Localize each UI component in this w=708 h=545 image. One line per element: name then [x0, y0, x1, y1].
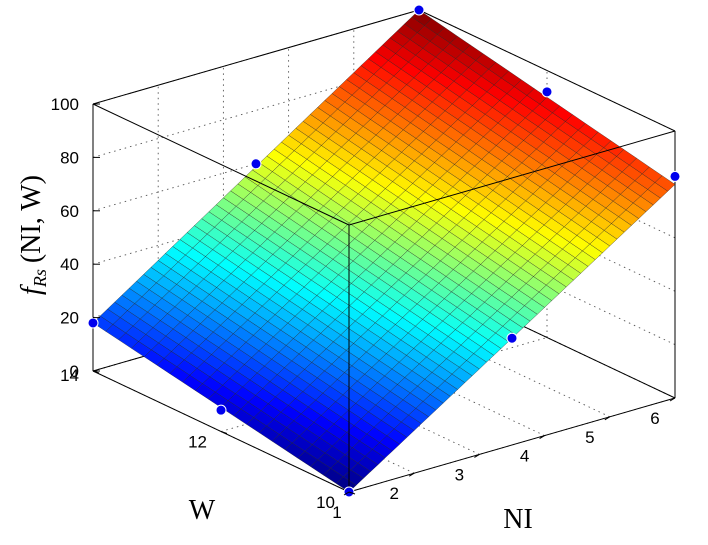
y-tick-mark	[348, 491, 356, 495]
z-axis-label-subscript: Rs	[30, 269, 50, 288]
x-tick-mark	[343, 491, 350, 496]
y-tick-label: 14	[60, 366, 79, 385]
y-tick-label: 10	[316, 493, 335, 512]
y-tick-label: 12	[188, 433, 207, 452]
z-tick-label: 40	[60, 255, 79, 274]
y-axis-label: W	[189, 495, 216, 526]
surface-patch	[654, 175, 676, 192]
x-tick-mark	[669, 397, 676, 402]
z-axis-label: fRs (NI, W)	[16, 175, 50, 295]
x-axis-label: NI	[503, 504, 533, 535]
z-tick-label: 80	[60, 148, 79, 167]
data-point	[87, 317, 99, 329]
surface	[92, 9, 676, 493]
x-tick-mark	[604, 416, 611, 421]
z-tick-label: 20	[60, 309, 79, 328]
x-tick-mark	[474, 453, 480, 458]
x-tick-label: 2	[389, 484, 398, 503]
x-tick-mark	[408, 472, 415, 477]
data-point	[215, 404, 227, 416]
box-edge	[418, 9, 676, 132]
data-point	[669, 170, 681, 182]
data-point	[250, 158, 262, 170]
data-point	[413, 4, 425, 16]
data-point	[506, 332, 518, 344]
z-axis-label-main: f	[16, 284, 47, 295]
data-point	[541, 86, 553, 98]
z-tick-label: 0	[70, 362, 79, 381]
y-tick-mark	[220, 431, 228, 434]
box-edge	[348, 397, 676, 493]
box-edge	[92, 9, 420, 105]
z-tick-label: 100	[51, 95, 79, 114]
x-tick-mark	[539, 435, 545, 440]
x-tick-label: 1	[332, 503, 341, 522]
x-tick-label: 6	[650, 409, 659, 428]
z-axis-label-args: (NI, W)	[16, 175, 47, 263]
box-edge	[92, 103, 350, 226]
x-tick-label: 4	[520, 447, 529, 466]
x-tick-label: 3	[455, 465, 464, 484]
z-tick-label: 60	[60, 202, 79, 221]
x-tick-label: 5	[585, 428, 594, 447]
box-edge	[348, 130, 676, 226]
